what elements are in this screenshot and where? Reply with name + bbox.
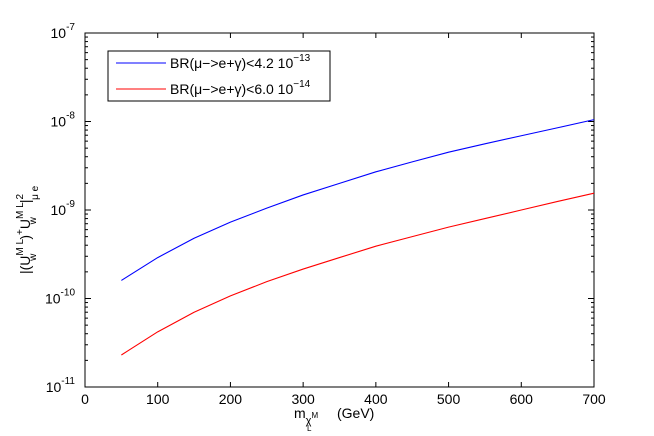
legend: BR(μ−>e+γ)<4.2 10−13 BR(μ−>e+γ)<6.0 10−1…: [107, 50, 331, 102]
series-layer: [121, 119, 595, 356]
series-line-1: [121, 119, 595, 281]
y-tick-label: 10-8: [51, 111, 76, 130]
series-line-2: [121, 192, 595, 356]
y-axis-ticks: 10-11 10-10 10-9 10-8 10-7: [45, 22, 594, 395]
y-axis-title: |(UM Lw)+UM Lw|2 μ e: [15, 185, 41, 274]
x-tick-label: 400: [364, 391, 388, 407]
x-axis-title: mχM L(GeV): [294, 405, 374, 433]
x-tick-label: 200: [219, 391, 243, 407]
y-tick-label: 10-11: [46, 376, 76, 395]
x-tick-label: 700: [582, 391, 606, 407]
y-tick-label: 10-7: [51, 22, 76, 41]
y-tick-label: 10-9: [51, 199, 76, 218]
x-tick-label: 600: [510, 391, 534, 407]
y-tick-label: 10-10: [45, 288, 75, 307]
legend-label-series-2: BR(μ−>e+γ)<6.0 10−14: [170, 79, 311, 97]
legend-label-series-1: BR(μ−>e+γ)<4.2 10−13: [170, 53, 311, 71]
x-tick-label: 300: [291, 391, 315, 407]
x-tick-label: 0: [81, 391, 89, 407]
x-tick-label: 500: [437, 391, 461, 407]
x-axis-ticks: 0 100 200 300 400 500 600 700: [81, 33, 606, 407]
x-tick-label: 100: [146, 391, 170, 407]
legend-box: [107, 50, 331, 102]
